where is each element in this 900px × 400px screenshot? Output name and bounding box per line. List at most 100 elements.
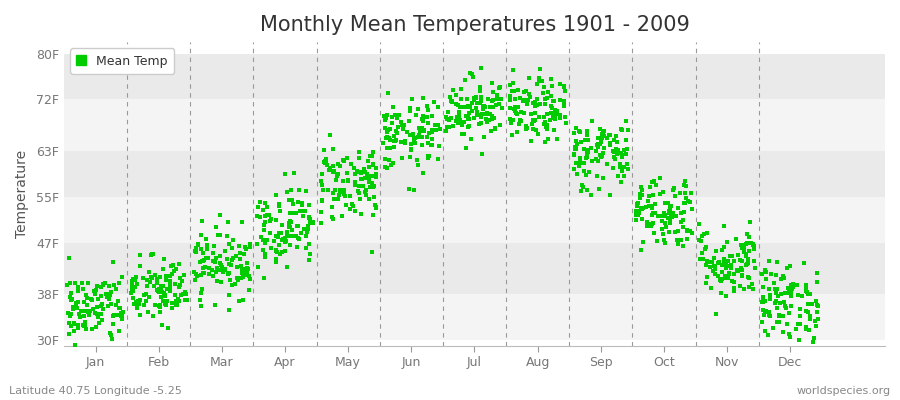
Point [160,324,175,331]
Point [547,107,562,114]
Point [456,103,471,110]
Point [669,213,683,219]
Point [206,258,220,264]
Point [454,86,468,92]
Point [798,324,813,331]
Point [547,111,562,118]
Point [292,187,306,194]
Point [187,268,202,275]
Point [71,322,86,328]
Point [712,259,726,266]
Point [703,263,717,270]
Point [125,286,140,293]
Point [249,213,264,219]
Point [177,288,192,295]
Point [593,151,608,158]
Point [320,187,335,193]
Point [680,182,694,189]
Point [126,285,140,291]
Point [291,244,305,250]
Point [416,118,430,124]
Point [664,203,679,210]
Point [109,302,123,308]
Point [657,212,671,218]
Point [395,122,410,128]
Point [525,121,539,128]
Point [527,98,542,105]
Point [106,313,121,319]
Point [664,214,679,220]
Point [106,321,121,328]
Point [616,154,630,160]
Point [630,201,644,208]
Point [332,192,347,199]
Point [662,229,676,235]
Point [803,316,817,322]
Point [719,273,733,280]
Point [102,283,116,289]
Point [580,128,594,134]
Point [793,313,807,320]
Point [642,202,656,209]
Title: Monthly Mean Temperatures 1901 - 2009: Monthly Mean Temperatures 1901 - 2009 [259,15,689,35]
Point [657,240,671,246]
Point [761,309,776,315]
Point [548,114,562,120]
Point [141,294,156,300]
Point [284,197,299,204]
Point [234,275,248,281]
Point [357,166,372,172]
Point [94,303,108,310]
Point [618,151,633,157]
Point [107,282,122,288]
Point [522,74,536,81]
Point [100,293,114,299]
Point [724,278,739,284]
Point [546,127,561,133]
Point [314,177,328,184]
Point [461,114,475,120]
Point [410,157,424,164]
Point [723,253,737,260]
Point [810,308,824,315]
Point [529,96,544,102]
Point [526,117,540,123]
Point [345,200,359,207]
Point [292,223,306,230]
Point [157,290,171,297]
Point [615,152,629,158]
Point [347,182,362,188]
Point [718,275,733,282]
Point [682,228,697,234]
Point [532,75,546,81]
Point [756,307,770,313]
Point [729,236,743,242]
Point [86,306,100,312]
Point [356,183,371,189]
Point [285,227,300,234]
Point [158,293,172,299]
Point [416,170,430,176]
Point [756,294,770,300]
Point [679,195,693,201]
Point [477,103,491,110]
Point [800,289,814,295]
Point [289,210,303,217]
Point [422,130,436,136]
Point [545,115,560,121]
Point [631,200,645,206]
Point [194,302,208,309]
Point [68,342,82,349]
Point [524,138,538,144]
Point [104,301,118,308]
Point [602,132,616,138]
Point [572,129,587,135]
Point [209,224,223,231]
Point [85,326,99,333]
Point [361,158,375,164]
Point [718,273,733,279]
Point [772,318,787,325]
Point [62,313,77,320]
Point [415,134,429,140]
Point [283,242,297,248]
